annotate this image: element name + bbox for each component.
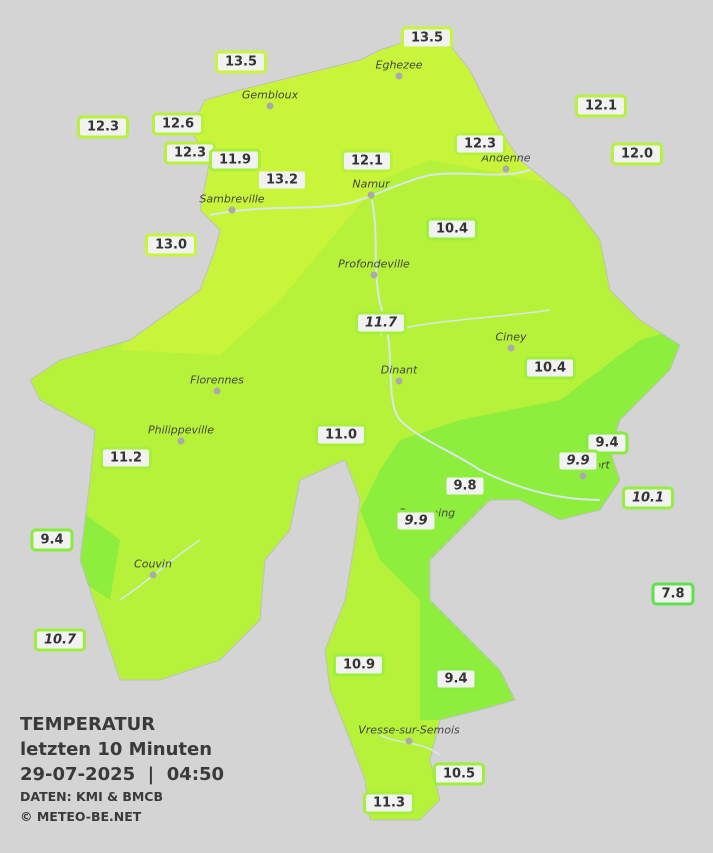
- station-value: 10.7: [33, 628, 87, 652]
- city-dot: [502, 165, 510, 173]
- station-value: 12.0: [610, 142, 664, 166]
- city-dot: [370, 271, 378, 279]
- station-value: 12.3: [76, 115, 130, 139]
- station-value: 12.1: [574, 94, 628, 118]
- city-label: Florennes: [190, 373, 244, 387]
- city-dot: [213, 387, 221, 395]
- title-line: TEMPERATUR: [20, 714, 156, 735]
- city-label: Ciney: [495, 330, 527, 344]
- copyright: © METEO-BE.NET: [20, 809, 142, 824]
- city-dot: [228, 206, 236, 214]
- city-label: Sambreville: [199, 192, 265, 206]
- station-value: 11.7: [354, 311, 408, 335]
- city-label: Vresse-sur-Semois: [358, 723, 460, 737]
- station-value: 9.9: [394, 509, 438, 533]
- station-value: 12.6: [151, 112, 205, 136]
- city-label: Gembloux: [241, 88, 299, 102]
- station-value: 9.8: [443, 474, 487, 498]
- title-line: letzten 10 Minuten: [20, 739, 213, 760]
- city-dot: [579, 472, 587, 480]
- city-dot: [507, 344, 515, 352]
- station-value: 13.0: [144, 233, 198, 257]
- city-dot: [367, 191, 375, 199]
- station-value: 10.4: [425, 217, 479, 241]
- station-value: 11.3: [362, 791, 416, 815]
- city-dot: [395, 377, 403, 385]
- station-value: 10.5: [432, 762, 486, 786]
- city-label: Couvin: [134, 557, 172, 571]
- station-value: 9.4: [585, 431, 629, 455]
- city-dot: [149, 571, 157, 579]
- city-dot: [266, 102, 274, 110]
- station-value: 7.8: [651, 582, 695, 606]
- city-dot: [395, 72, 403, 80]
- city-label: Dinant: [380, 363, 418, 377]
- city-dot: [177, 437, 185, 445]
- station-value: 12.3: [453, 132, 507, 156]
- city-label: Philippeville: [148, 423, 214, 437]
- station-value: 9.4: [30, 528, 74, 552]
- station-value: 11.0: [314, 423, 368, 447]
- title-line: 29-07-2025 | 04:50: [20, 764, 225, 785]
- city-label: Eghezee: [375, 58, 423, 72]
- station-value: 12.3: [163, 141, 217, 165]
- station-value: 12.1: [340, 149, 394, 173]
- station-value: 11.2: [99, 446, 153, 470]
- station-value: 10.9: [332, 653, 386, 677]
- city-dot: [405, 737, 413, 745]
- station-value: 13.2: [255, 168, 309, 192]
- station-value: 10.1: [621, 486, 675, 510]
- station-value: 11.9: [208, 148, 262, 172]
- station-value: 9.9: [556, 449, 600, 473]
- station-value: 10.4: [523, 356, 577, 380]
- station-value: 9.4: [434, 667, 478, 691]
- source: DATEN: KMI & BMCB: [20, 789, 164, 804]
- station-value: 13.5: [400, 26, 454, 50]
- city-label: Namur: [352, 177, 390, 191]
- city-label: Profondeville: [338, 257, 410, 271]
- title-block: TEMPERATUR letzten 10 Minuten 29-07-2025…: [20, 712, 224, 827]
- station-value: 13.5: [214, 50, 268, 74]
